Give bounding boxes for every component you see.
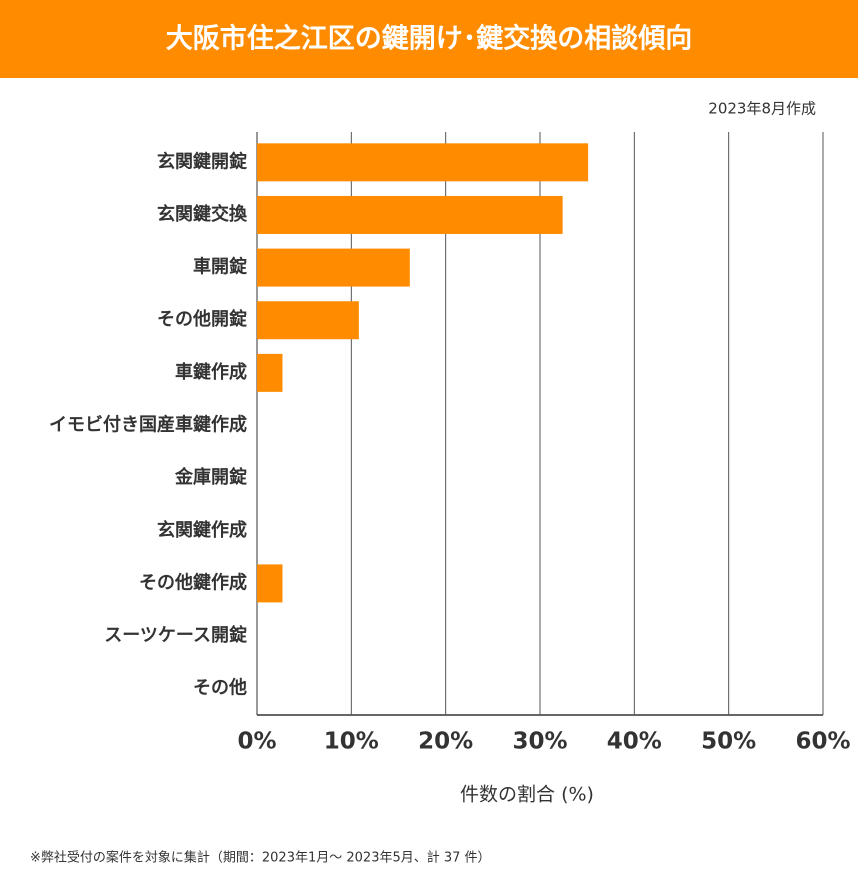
bar	[257, 195, 563, 234]
x-tick-label: 60%	[795, 729, 850, 755]
y-tick-label: 玄関鍵作成	[157, 519, 247, 541]
x-tick-label: 10%	[324, 729, 379, 755]
x-tick-label: 20%	[418, 729, 473, 755]
y-tick-label: 車開錠	[193, 256, 247, 278]
chart-subtitle: 2023年8月作成	[708, 100, 816, 118]
x-tick-label: 40%	[607, 729, 662, 755]
y-tick-label: その他	[193, 677, 247, 699]
x-tick-label: 50%	[701, 729, 756, 755]
header-band	[0, 0, 858, 78]
bar	[257, 353, 283, 392]
y-tick-label: 車鍵作成	[175, 361, 247, 383]
chart-title: 大阪市住之江区の鍵開け･鍵交換の相談傾向	[166, 23, 693, 55]
y-tick-label: 玄関鍵交換	[157, 203, 248, 225]
x-tick-label: 0%	[237, 729, 276, 755]
bar	[257, 564, 283, 603]
y-tick-label: その他開錠	[157, 308, 247, 330]
y-tick-label: その他鍵作成	[139, 571, 247, 593]
bar	[257, 248, 410, 287]
y-tick-label: 金庫開錠	[174, 466, 247, 488]
y-tick-label: スーツケース開錠	[104, 624, 247, 646]
x-axis-label: 件数の割合 (%)	[460, 784, 594, 806]
y-tick-label: 玄関鍵開錠	[157, 150, 247, 172]
x-tick-label: 30%	[512, 729, 567, 755]
y-tick-label: イモビ付き国産車鍵作成	[49, 414, 247, 436]
bar	[257, 143, 589, 182]
footnote: ※弊社受付の案件を対象に集計（期間：2023年1月～ 2023年5月、計 37 …	[30, 850, 491, 866]
bar	[257, 301, 359, 340]
